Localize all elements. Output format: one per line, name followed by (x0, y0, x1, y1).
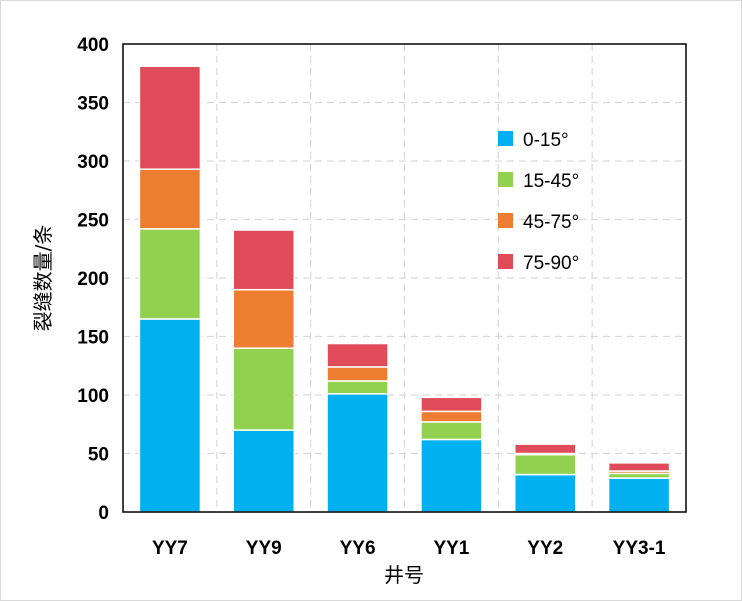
bar-segment (420, 396, 483, 413)
y-tick-labels: 0 50 100 150 200 250 300 350 400 (77, 35, 109, 524)
bar-segment (232, 347, 295, 431)
legend-swatch (498, 131, 513, 146)
bar-segment (232, 429, 295, 513)
legend-label: 45-75° (523, 212, 579, 233)
legend-swatch (498, 172, 513, 187)
bar-segment (514, 443, 577, 455)
bar-segment (138, 228, 202, 320)
x-tick-label: YY6 (340, 538, 376, 559)
bar-segment (138, 65, 202, 170)
bar-segment (326, 342, 389, 368)
axes (122, 43, 687, 513)
legend-swatch (498, 213, 513, 228)
bar-segment (514, 453, 577, 476)
y-tick-label: 400 (77, 35, 109, 56)
y-tick-label: 300 (77, 152, 109, 173)
y-tick-label: 150 (77, 328, 109, 349)
legend-label: 75-90° (523, 253, 579, 274)
bar-segment (138, 168, 202, 230)
bar-segment (232, 288, 295, 349)
x-tick-label: YY2 (527, 538, 563, 559)
legend-swatch (498, 254, 513, 269)
bar-segment (607, 462, 671, 472)
x-axis-title: 井号 (384, 563, 424, 587)
bar-segment (420, 421, 483, 441)
bar-segment (326, 380, 389, 395)
y-tick-label: 0 (98, 503, 109, 524)
x-tick-label: YY9 (246, 538, 282, 559)
grid-lines (123, 44, 686, 512)
bar-segment (326, 366, 389, 382)
bar-segment (514, 473, 577, 513)
y-tick-label: 250 (77, 211, 109, 232)
bar-segment (138, 318, 202, 513)
legend: 0-15° 15-45° 45-75° 75-90° (498, 130, 579, 274)
bar-segment (420, 410, 483, 423)
x-tick-label: YY1 (433, 538, 469, 559)
bar-segment (420, 438, 483, 513)
plot-area-border (122, 43, 687, 513)
y-axis-title: 裂缝数量/条 (31, 225, 55, 332)
bar-segment (607, 477, 671, 513)
legend-label: 15-45° (523, 171, 579, 192)
bar-segment (232, 229, 295, 291)
y-tick-label: 50 (88, 445, 109, 466)
x-tick-label: YY7 (152, 538, 188, 559)
y-tick-label: 100 (77, 386, 109, 407)
legend-label: 0-15° (523, 130, 569, 151)
bars (138, 65, 671, 513)
y-tick-label: 200 (77, 269, 109, 290)
x-tick-label: YY3-1 (613, 538, 666, 559)
x-tick-labels: YY7 YY9 YY6 YY1 YY2 YY3-1 (152, 538, 666, 559)
bar-segment (326, 393, 389, 513)
y-tick-label: 350 (77, 94, 109, 115)
